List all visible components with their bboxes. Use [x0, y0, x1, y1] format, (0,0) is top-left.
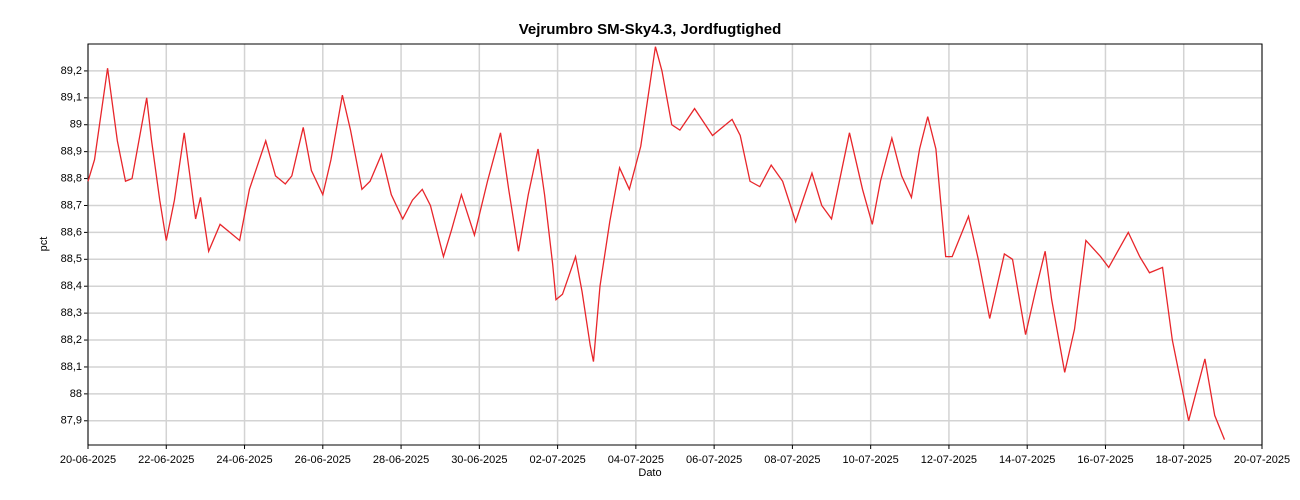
x-tick-label: 26-06-2025 [295, 454, 351, 466]
x-tick-label: 12-07-2025 [921, 454, 977, 466]
y-tick-label: 88,3 [61, 307, 82, 319]
y-tick-label: 88,7 [61, 199, 82, 211]
x-axis-label: Dato [638, 467, 661, 479]
y-tick-label: 88,9 [61, 146, 82, 158]
y-tick-label: 88,8 [61, 172, 82, 184]
x-tick-label: 24-06-2025 [216, 454, 272, 466]
data-line [87, 46, 1226, 440]
y-tick-label: 89,2 [61, 65, 82, 77]
x-tick-label: 10-07-2025 [843, 454, 899, 466]
y-tick-label: 88,6 [61, 226, 82, 238]
y-axis-label: pct [38, 237, 50, 252]
x-tick-label: 04-07-2025 [608, 454, 664, 466]
x-tick-label: 14-07-2025 [999, 454, 1055, 466]
x-tick-label: 28-06-2025 [373, 454, 429, 466]
x-tick-label: 06-07-2025 [686, 454, 742, 466]
x-tick-label: 20-06-2025 [60, 454, 116, 466]
y-tick-label: 88,5 [61, 253, 82, 265]
x-tick-label: 18-07-2025 [1156, 454, 1212, 466]
x-tick-label: 02-07-2025 [529, 454, 585, 466]
y-tick-label: 87,9 [61, 415, 82, 427]
y-tick-label: 88,1 [61, 361, 82, 373]
x-tick-label: 08-07-2025 [764, 454, 820, 466]
x-tick-label: 22-06-2025 [138, 454, 194, 466]
y-tick-label: 89 [70, 119, 82, 131]
y-tick-label: 89,1 [61, 92, 82, 104]
plot-frame [87, 43, 1263, 446]
y-tick-label: 88,4 [61, 280, 82, 292]
y-tick-label: 88 [70, 388, 82, 400]
x-tick-label: 20-07-2025 [1234, 454, 1290, 466]
x-tick-label: 16-07-2025 [1077, 454, 1133, 466]
y-tick-label: 88,2 [61, 334, 82, 346]
chart-title: Vejrumbro SM-Sky4.3, Jordfugtighed [519, 21, 782, 38]
x-tick-label: 30-06-2025 [451, 454, 507, 466]
